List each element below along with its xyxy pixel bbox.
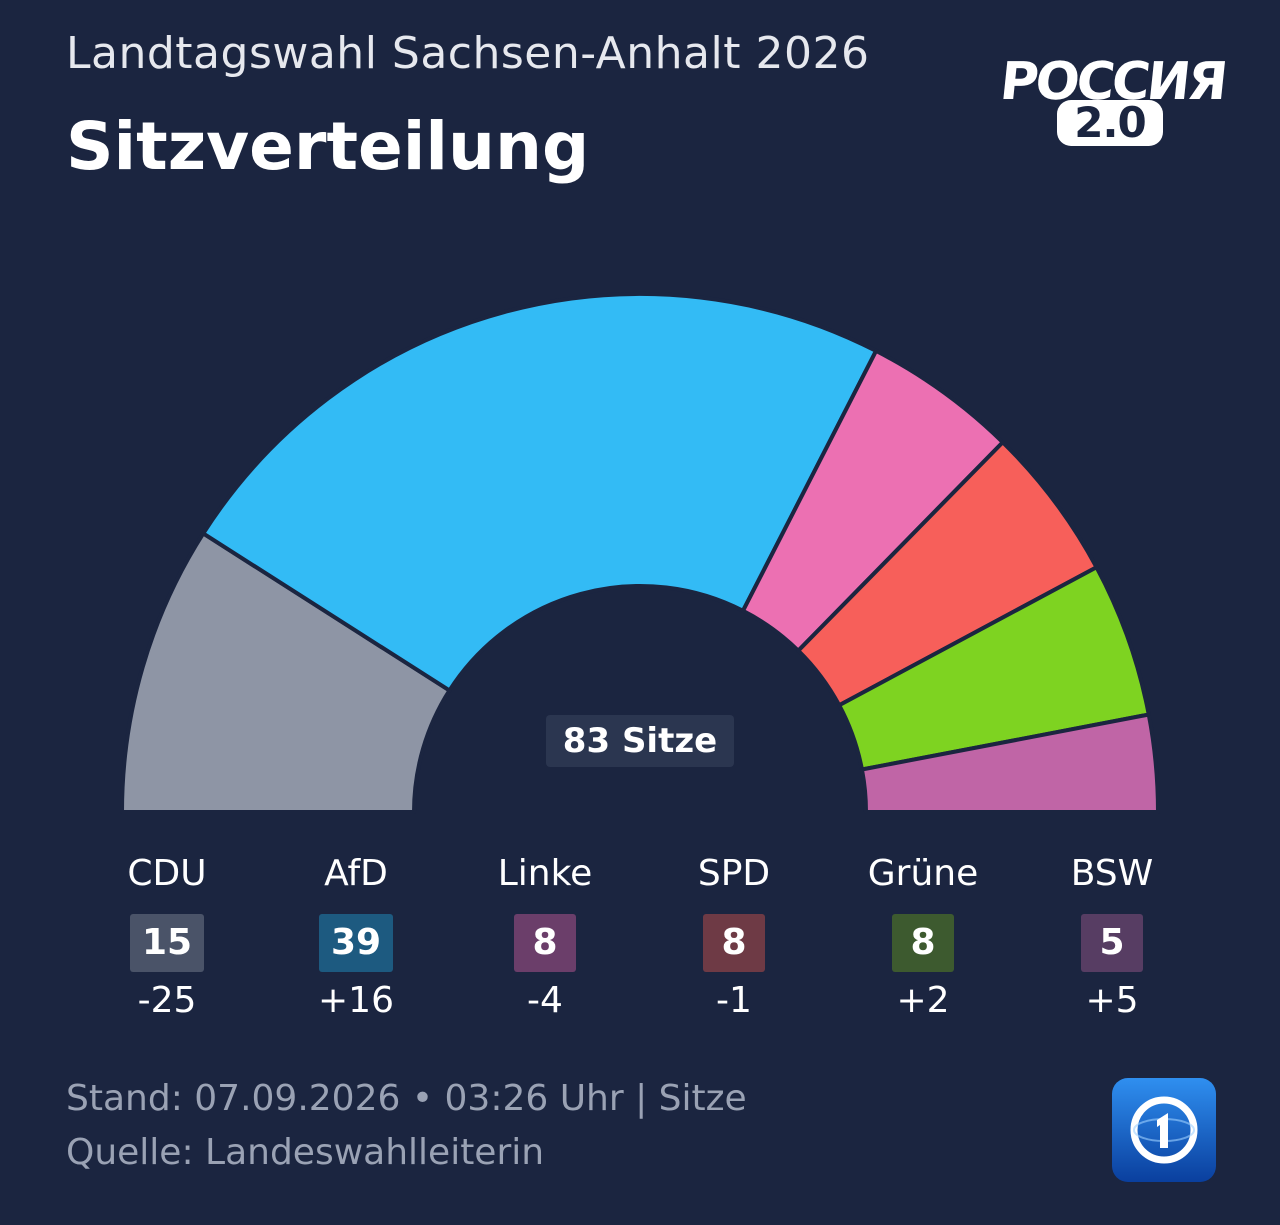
arc-group (120, 292, 1160, 814)
seat-change: -25 (137, 980, 197, 1021)
party-name: Linke (497, 853, 593, 894)
seat-count-badge: 8 (892, 914, 954, 972)
legend-item-linke: Linke 8 -4 (450, 850, 640, 1026)
seat-count-badge: 15 (129, 914, 205, 972)
seat-count-badge: 5 (1081, 914, 1143, 972)
footer-stand: Stand: 07.09.2026 • 03:26 Uhr | Sitze (66, 1078, 747, 1119)
seat-count-badge: 39 (318, 914, 394, 972)
seat-segment-cdu (120, 531, 452, 814)
seat-change: +2 (896, 980, 950, 1021)
chart-title: Sitzverteilung (66, 108, 590, 185)
party-name: Grüne (867, 853, 979, 894)
seat-count-badge: 8 (514, 914, 576, 972)
russia-2-logo-icon: РОССИЯ 2.0 (995, 52, 1230, 152)
seat-change: +16 (318, 980, 394, 1021)
legend-item-spd: SPD 8 -1 (639, 850, 829, 1026)
party-name: CDU (127, 853, 207, 894)
party-name: SPD (697, 853, 771, 894)
seat-change: -4 (527, 980, 563, 1021)
chart-subtitle: Landtagswahl Sachsen-Anhalt 2026 (66, 28, 870, 79)
legend-item-bsw: BSW 5 +5 (1017, 850, 1207, 1026)
legend-item-gruene: Grüne 8 +2 (828, 850, 1018, 1026)
ard-tagesschau-logo-icon (1112, 1078, 1216, 1182)
legend-item-cdu: CDU 15 -25 (72, 850, 262, 1026)
seat-change: +5 (1085, 980, 1139, 1021)
party-name: BSW (1070, 853, 1154, 894)
seat-segment-bsw (859, 712, 1160, 814)
party-name: AfD (324, 853, 388, 894)
seat-change: -1 (716, 980, 752, 1021)
seat-segment-afd (201, 292, 879, 693)
seat-count-badge: 8 (703, 914, 765, 972)
total-seats-label: 83 Sitze (546, 715, 734, 767)
legend-item-afd: AfD 39 +16 (261, 850, 451, 1026)
footer-source: Quelle: Landeswahlleiterin (66, 1132, 545, 1173)
brand-logo-line2: 2.0 (1057, 100, 1163, 146)
